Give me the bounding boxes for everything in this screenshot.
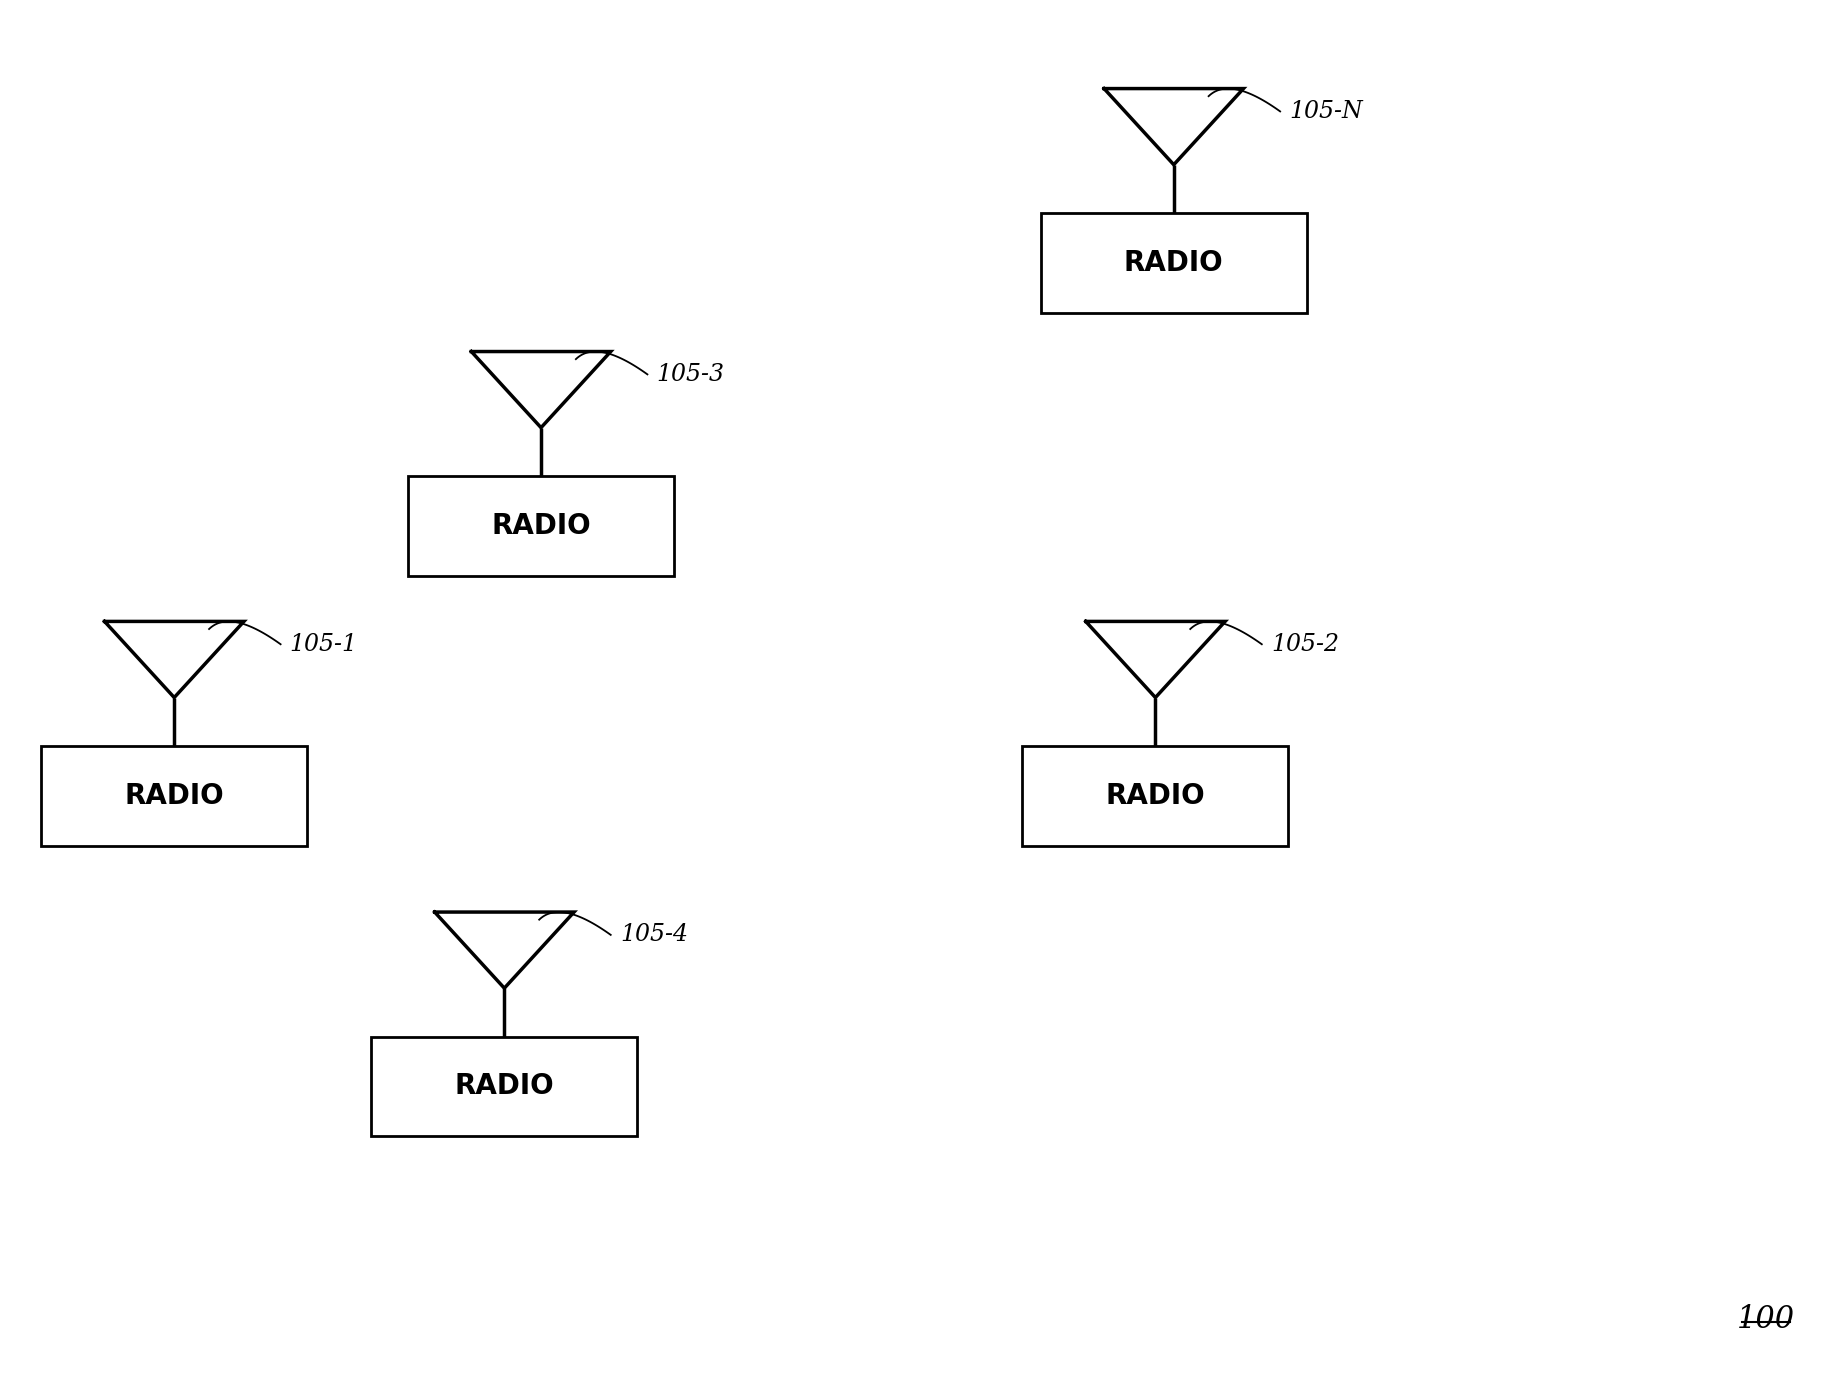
- Text: RADIO: RADIO: [125, 782, 224, 810]
- Bar: [407, 476, 673, 576]
- Bar: [1023, 746, 1287, 846]
- Text: 105-2: 105-2: [1271, 632, 1339, 656]
- Text: 100: 100: [1737, 1304, 1795, 1334]
- Text: RADIO: RADIO: [492, 512, 591, 540]
- Text: 105-1: 105-1: [290, 632, 358, 656]
- Text: RADIO: RADIO: [1106, 782, 1205, 810]
- Text: 105-3: 105-3: [657, 363, 724, 386]
- Text: RADIO: RADIO: [1124, 249, 1223, 277]
- Bar: [1042, 213, 1308, 313]
- Text: 105-N: 105-N: [1289, 100, 1363, 123]
- Text: 105-4: 105-4: [620, 923, 688, 947]
- Bar: [370, 1037, 638, 1136]
- Bar: [40, 746, 308, 846]
- Text: RADIO: RADIO: [455, 1073, 554, 1100]
